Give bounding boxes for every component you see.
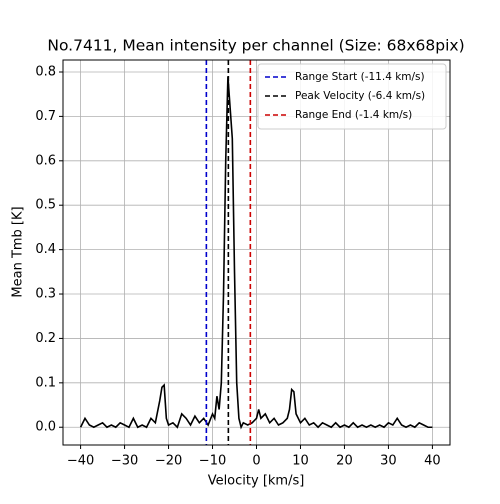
y-tick-label: 0.5	[35, 198, 56, 213]
x-tick-label: −10	[199, 454, 226, 469]
x-tick-label: 40	[424, 454, 441, 469]
x-tick-label: −30	[111, 454, 138, 469]
x-axis-label: Velocity [km/s]	[208, 474, 305, 489]
y-tick-label: 0.3	[35, 287, 56, 302]
y-tick-label: 0.1	[35, 375, 56, 390]
y-tick-label: 0.6	[35, 153, 56, 168]
legend-box	[257, 63, 447, 130]
x-tick-label: −40	[67, 454, 94, 469]
x-tick-label: 30	[380, 454, 397, 469]
legend-label: Range Start (-11.4 km/s)	[295, 71, 425, 83]
data-line	[79, 76, 433, 430]
y-axis-label: Mean Tmb [K]	[11, 206, 26, 297]
x-tick-label: 10	[292, 454, 309, 469]
axes-frame	[62, 59, 451, 446]
chart-title: No.7411, Mean intensity per channel (Siz…	[47, 37, 464, 55]
y-tick-label: 0.0	[35, 420, 56, 435]
legend-label: Peak Velocity (-6.4 km/s)	[295, 90, 425, 102]
y-tick-label: 0.7	[35, 109, 56, 124]
legend-label: Range End (-1.4 km/s)	[295, 109, 412, 121]
y-tick-label: 0.2	[35, 331, 56, 346]
x-tick-label: 20	[336, 454, 353, 469]
y-tick-label: 0.4	[35, 242, 56, 257]
y-tick-label: 0.8	[35, 64, 56, 79]
x-tick-label: −20	[155, 454, 182, 469]
x-tick-label: 0	[252, 454, 260, 469]
